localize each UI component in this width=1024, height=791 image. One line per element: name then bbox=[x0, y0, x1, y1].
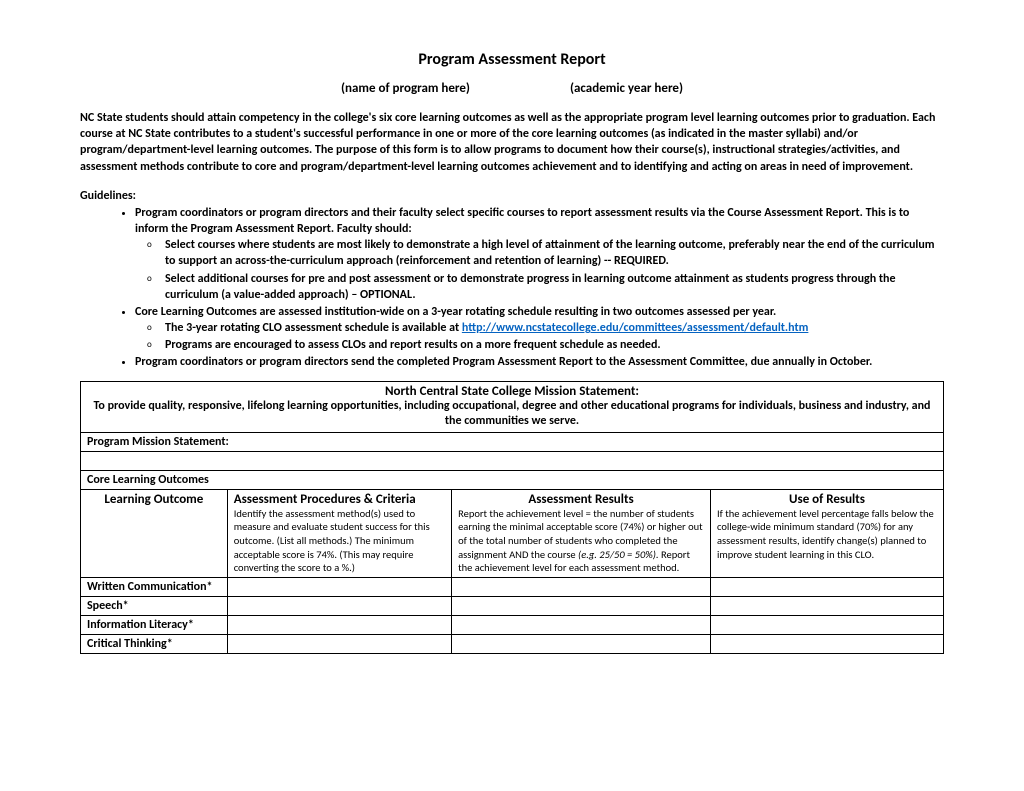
table-row: Speech* bbox=[81, 597, 944, 616]
guideline-1-sublist: Select courses where students are most l… bbox=[135, 237, 944, 303]
column-header-row: Learning Outcome Assessment Procedures &… bbox=[81, 489, 944, 577]
guideline-item-3: Program coordinators or program director… bbox=[135, 354, 944, 370]
cell-empty bbox=[227, 597, 451, 616]
cell-empty bbox=[710, 616, 943, 635]
cell-empty bbox=[227, 635, 451, 654]
subtitle-row: (name of program here) (academic year he… bbox=[80, 81, 944, 96]
guideline-2-text: Core Learning Outcomes are assessed inst… bbox=[135, 305, 776, 319]
col4-sub: If the achievement level percentage fall… bbox=[717, 507, 937, 562]
document-page: Program Assessment Report (name of progr… bbox=[0, 0, 1024, 684]
col3-head: Assessment Results bbox=[458, 492, 704, 507]
guideline-3-text: Program coordinators or program director… bbox=[135, 355, 872, 369]
core-header-row: Core Learning Outcomes bbox=[81, 470, 944, 489]
mission-header: North Central State College Mission Stat… bbox=[87, 384, 937, 399]
cell-empty bbox=[227, 616, 451, 635]
col2-head: Assessment Procedures & Criteria bbox=[234, 492, 445, 507]
page-title: Program Assessment Report bbox=[80, 50, 944, 69]
cell-empty bbox=[710, 635, 943, 654]
col-procedures: Assessment Procedures & Criteria Identif… bbox=[227, 489, 451, 577]
cell-empty bbox=[452, 597, 711, 616]
cell-empty bbox=[710, 578, 943, 597]
table-row: Written Communication* bbox=[81, 578, 944, 597]
mission-body: To provide quality, responsive, lifelong… bbox=[87, 399, 937, 430]
outcomes-table: North Central State College Mission Stat… bbox=[80, 381, 944, 654]
guidelines-list: Program coordinators or program director… bbox=[80, 205, 944, 371]
guideline-2-sublist: The 3-year rotating CLO assessment sched… bbox=[135, 320, 944, 353]
mission-cell: North Central State College Mission Stat… bbox=[81, 381, 944, 432]
cell-empty bbox=[452, 635, 711, 654]
guideline-1b: Select additional courses for pre and po… bbox=[165, 271, 944, 303]
col4-head: Use of Results bbox=[717, 492, 937, 507]
program-mission-header: Program Mission Statement: bbox=[81, 432, 944, 451]
program-mission-row: Program Mission Statement: bbox=[81, 432, 944, 451]
guideline-1-text: Program coordinators or program director… bbox=[135, 206, 909, 236]
cell-empty bbox=[452, 616, 711, 635]
col-results: Assessment Results Report the achievemen… bbox=[452, 489, 711, 577]
program-mission-empty-row bbox=[81, 451, 944, 470]
col-use-results: Use of Results If the achievement level … bbox=[710, 489, 943, 577]
cell-empty bbox=[710, 597, 943, 616]
assessment-schedule-link[interactable]: http://www.ncstatecollege.edu/committees… bbox=[462, 321, 809, 335]
guideline-2a-text: The 3-year rotating CLO assessment sched… bbox=[165, 321, 462, 335]
guideline-item-2: Core Learning Outcomes are assessed inst… bbox=[135, 304, 944, 354]
table-row: Information Literacy* bbox=[81, 616, 944, 635]
row-information-literacy: Information Literacy* bbox=[81, 616, 228, 635]
col-learning-outcome: Learning Outcome bbox=[81, 489, 228, 577]
guideline-2a: The 3-year rotating CLO assessment sched… bbox=[165, 320, 944, 336]
col1-head: Learning Outcome bbox=[87, 492, 221, 507]
cell-empty bbox=[452, 578, 711, 597]
intro-paragraph: NC State students should attain competen… bbox=[80, 110, 944, 175]
table-row: Critical Thinking* bbox=[81, 635, 944, 654]
row-speech: Speech* bbox=[81, 597, 228, 616]
academic-year-placeholder: (academic year here) bbox=[570, 81, 683, 96]
guidelines-heading: Guidelines: bbox=[80, 189, 944, 203]
col2-sub: Identify the assessment method(s) used t… bbox=[234, 507, 445, 575]
cell-empty bbox=[227, 578, 451, 597]
guideline-1a: Select courses where students are most l… bbox=[165, 237, 944, 269]
col3-sub: Report the achievement level = the numbe… bbox=[458, 507, 704, 575]
program-mission-empty bbox=[81, 451, 944, 470]
core-learning-header: Core Learning Outcomes bbox=[81, 470, 944, 489]
row-critical-thinking: Critical Thinking* bbox=[81, 635, 228, 654]
guideline-2b: Programs are encouraged to assess CLOs a… bbox=[165, 337, 944, 353]
row-written-communication: Written Communication* bbox=[81, 578, 228, 597]
guideline-item-1: Program coordinators or program director… bbox=[135, 205, 944, 303]
mission-row: North Central State College Mission Stat… bbox=[81, 381, 944, 432]
program-name-placeholder: (name of program here) bbox=[341, 81, 470, 96]
